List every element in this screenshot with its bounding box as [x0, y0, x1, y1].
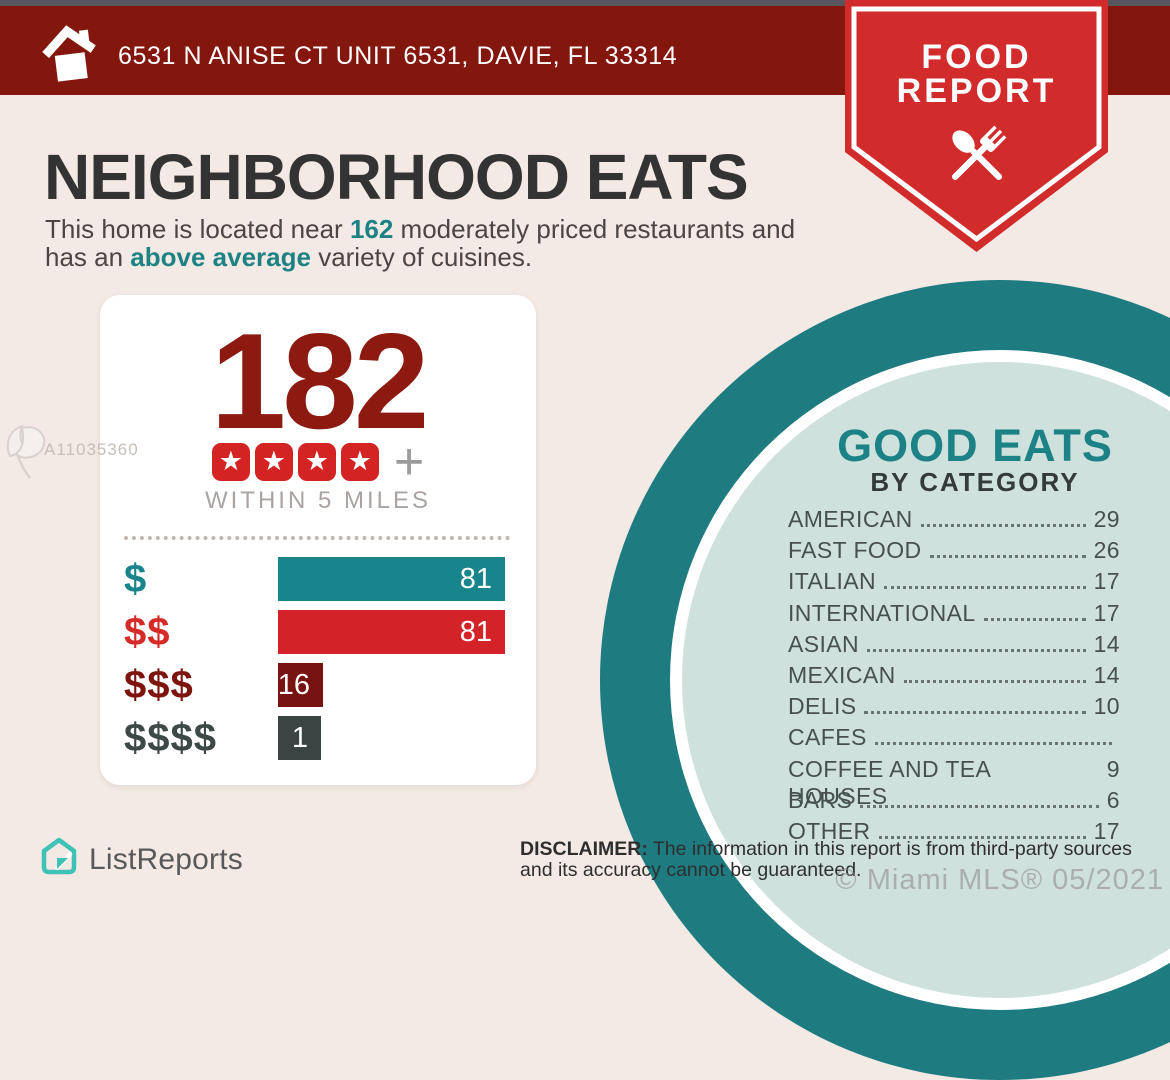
- good-eats-title: GOOD EATS: [837, 420, 1113, 471]
- intro-line-2: has an above average variety of cuisines…: [45, 241, 533, 272]
- variety-highlight: above average: [130, 241, 311, 272]
- star-icon: ★: [340, 443, 379, 481]
- dotted-leader: [864, 711, 1086, 715]
- listreports-logo: ListReports: [38, 836, 243, 883]
- category-label: BARS: [788, 786, 853, 813]
- restaurant-count: 162: [349, 214, 394, 244]
- price-bar-value: 81: [459, 562, 492, 595]
- category-value: 17: [1093, 599, 1120, 626]
- good-eats-subtitle: BY CATEGORY: [870, 467, 1080, 497]
- disclaimer-text: The information in this report is from t…: [520, 838, 1132, 881]
- price-bar: 81: [278, 610, 505, 654]
- intro-text: This home is located near 162 moderately…: [45, 214, 796, 272]
- category-label: INTERNATIONAL: [788, 599, 976, 626]
- price-bar-value: 16: [277, 668, 310, 701]
- price-bar-row: $$ 81: [124, 610, 514, 654]
- listreports-wordmark: ListReports: [89, 842, 243, 876]
- category-row: BARS 6: [788, 787, 1120, 818]
- page-title: NEIGHBORHOOD EATS: [44, 141, 749, 213]
- category-label: MEXICAN: [788, 661, 896, 688]
- category-value: 14: [1093, 630, 1120, 657]
- badge-title-line2: REPORT: [896, 72, 1057, 110]
- category-value: 10: [1093, 693, 1120, 720]
- dotted-divider: [124, 536, 510, 540]
- category-row: AMERICAN 29: [788, 506, 1120, 537]
- mls-id-watermark: A11035360: [44, 440, 139, 459]
- dotted-leader: [884, 586, 1086, 590]
- dotted-leader: [860, 804, 1099, 808]
- price-bar-row: $81: [124, 557, 514, 601]
- category-label: FAST FOOD: [788, 537, 922, 564]
- price-bar-value: 81: [459, 615, 492, 648]
- category-label: COFFEE AND TEA HOUSES: [788, 755, 990, 809]
- category-list: AMERICAN 29 FAST FOOD 26 ITALIAN 17 INTERNATIO…: [788, 506, 1120, 849]
- home-icon: [38, 21, 102, 92]
- dotted-leader: [903, 679, 1086, 683]
- dotted-leader: [867, 648, 1086, 652]
- star-rating: ★ ★ ★ ★ +: [100, 433, 536, 491]
- star-icon: ★: [297, 443, 336, 481]
- star-icon: ★: [254, 443, 293, 481]
- dotted-leader: [874, 742, 1112, 746]
- mls-credit-watermark: © Miami MLS® 05/2021: [835, 864, 1164, 896]
- category-label: DELIS: [788, 693, 857, 720]
- category-row: ITALIAN 17: [788, 568, 1120, 599]
- category-row: FAST FOOD 26: [788, 537, 1120, 568]
- category-label: ITALIAN: [788, 568, 877, 595]
- disclaimer: DISCLAIMER: The information in this repo…: [520, 839, 1138, 880]
- category-value: 26: [1093, 537, 1120, 564]
- category-value: 29: [1093, 506, 1120, 532]
- category-row: ASIAN 14: [788, 631, 1120, 662]
- price-bar-row: $$$ 16: [124, 663, 514, 707]
- stats-card: 182 ★ ★ ★ ★ + WITHIN 5 MILES $81 $$ 81 $$$ 16 $$$…: [100, 295, 536, 785]
- category-row: DELIS 10: [788, 693, 1120, 724]
- disclaimer-label: DISCLAIMER:: [520, 838, 648, 860]
- category-value: 17: [1093, 817, 1120, 844]
- price-tier-label: $$$: [124, 662, 194, 707]
- category-row: MEXICAN 14: [788, 662, 1120, 693]
- category-value: 14: [1093, 661, 1120, 688]
- badge-ribbon-shape: [845, 0, 1108, 252]
- category-label: OTHER: [788, 817, 871, 844]
- property-address: 6531 N ANISE CT UNIT 6531, DAVIE, FL 333…: [118, 42, 678, 70]
- dotted-leader: [878, 835, 1086, 839]
- price-bar-chart: $81 $$ 81 $$$ 16 $$$$ 1: [124, 557, 514, 769]
- top-strip: [0, 0, 1170, 6]
- mls-bird-watermark-icon: [0, 420, 52, 487]
- plus-icon: +: [393, 433, 425, 491]
- price-tier-label: $$: [124, 609, 171, 654]
- category-value: 17: [1093, 568, 1120, 595]
- dotted-leader: [929, 555, 1086, 559]
- category-label: CAFES: [788, 724, 867, 751]
- category-row: CAFES: [788, 724, 1120, 755]
- listreports-house-icon: [38, 836, 80, 883]
- spoon-fork-icon: [938, 116, 1016, 199]
- radius-label: WITHIN 5 MILES: [204, 487, 432, 514]
- price-bar: 81: [278, 557, 505, 601]
- dotted-leader: [983, 617, 1086, 621]
- category-label: AMERICAN: [788, 506, 913, 532]
- category-row: INTERNATIONAL 17: [788, 600, 1120, 631]
- category-value: 9: [1106, 755, 1120, 782]
- price-tier-label: $$$$: [124, 715, 217, 760]
- category-row: COFFEE AND TEA HOUSES 9: [788, 755, 1120, 809]
- total-restaurants: 182: [210, 305, 430, 457]
- price-bar-value: 1: [291, 721, 308, 754]
- price-bar: 16: [278, 663, 323, 707]
- food-report-badge: FOOD REPORT: [845, 0, 1108, 256]
- price-bar: 1: [278, 716, 321, 760]
- price-bar-row: $$$$ 1: [124, 716, 514, 760]
- category-row: OTHER 17: [788, 818, 1120, 849]
- price-tier-label: $: [124, 556, 148, 601]
- category-label: ASIAN: [788, 630, 860, 657]
- star-icon: ★: [211, 443, 250, 481]
- intro-line-1: This home is located near 162 moderately…: [45, 214, 796, 244]
- category-value: 6: [1106, 786, 1120, 813]
- dotted-leader: [920, 524, 1086, 527]
- badge-title-line1: FOOD: [921, 38, 1032, 76]
